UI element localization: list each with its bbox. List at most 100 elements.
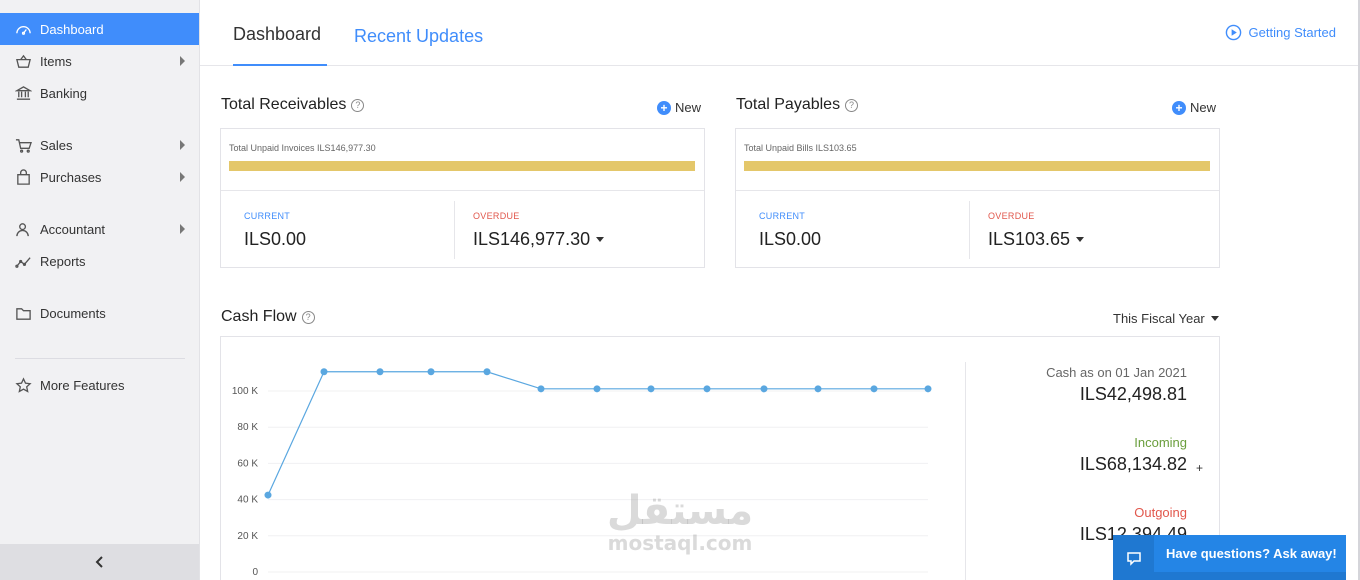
cashflow-data-point[interactable]	[593, 385, 601, 393]
chevron-right-icon	[180, 140, 185, 150]
cash-as-on-label: Cash as on 01 Jan 2021	[1046, 365, 1187, 380]
star-icon	[14, 376, 32, 394]
new-label: New	[1190, 100, 1217, 115]
help-icon[interactable]: ?	[301, 310, 315, 324]
y-tick-label: 80 K	[237, 422, 258, 433]
y-tick-label: 40 K	[237, 495, 258, 506]
bag-icon	[14, 168, 32, 186]
getting-started-link[interactable]: Getting Started	[1225, 24, 1336, 41]
current-amount-text: ILS0.00	[244, 229, 307, 249]
sidebar-item-items[interactable]: Items	[0, 45, 199, 77]
folder-icon	[14, 304, 32, 322]
sidebar-item-banking[interactable]: Banking	[0, 77, 199, 109]
cashflow-data-point[interactable]	[703, 385, 711, 393]
cashflow-data-point[interactable]	[483, 368, 491, 376]
payables-card: Total Unpaid Bills ILS103.65 CURRENT ILS…	[735, 128, 1220, 268]
incoming-label: Incoming	[1134, 435, 1187, 450]
dashboard-icon	[14, 20, 32, 38]
period-dropdown[interactable]: This Fiscal Year	[1113, 311, 1219, 326]
receivables-title: Total Receivables ?	[221, 96, 365, 114]
sidebar-collapse-button[interactable]	[0, 544, 199, 580]
chevron-right-icon	[180, 172, 185, 182]
new-bill-button[interactable]: + New	[1172, 100, 1216, 115]
watermark-logo: مستقل mostaql.com	[600, 490, 760, 554]
period-label: This Fiscal Year	[1113, 311, 1205, 326]
cashflow-chart: 0 20 K 40 K 60 K 80 K 100 K	[232, 368, 932, 578]
sidebar-item-label: Items	[40, 53, 72, 69]
overdue-amount-text: ILS146,977.30	[473, 229, 591, 249]
receivables-card: Total Unpaid Invoices ILS146,977.30 CURR…	[220, 128, 705, 268]
card-vertical-divider	[969, 201, 970, 259]
user-icon	[14, 220, 32, 238]
overdue-amount[interactable]: ILS103.65	[988, 229, 1085, 250]
cashflow-title: Cash Flow ?	[221, 308, 315, 326]
tab-recent-updates[interactable]: Recent Updates	[354, 26, 484, 46]
watermark-arabic: مستقل	[606, 488, 754, 534]
sidebar-item-sales[interactable]: Sales	[0, 129, 199, 161]
help-icon[interactable]: ?	[351, 98, 365, 112]
current-label: CURRENT	[244, 211, 291, 221]
sidebar-item-label: Dashboard	[40, 21, 104, 37]
sidebar: Dashboard Items Banking Sales Purchases …	[0, 0, 200, 580]
sidebar-item-label: Documents	[40, 305, 106, 321]
cash-as-on-value: ILS42,498.81	[1079, 384, 1187, 404]
cashflow-title-text: Cash Flow	[221, 308, 297, 325]
cashflow-data-point[interactable]	[264, 491, 272, 499]
caret-down-icon	[1210, 316, 1219, 321]
sidebar-item-accountant[interactable]: Accountant	[0, 213, 199, 245]
cashflow-data-point[interactable]	[537, 385, 545, 393]
tab-dashboard[interactable]: Dashboard	[233, 24, 327, 66]
cashflow-data-point[interactable]	[376, 368, 384, 376]
cashflow-divider	[965, 362, 966, 580]
sidebar-divider	[15, 358, 185, 359]
payables-title: Total Payables ?	[736, 96, 859, 114]
play-circle-icon	[1225, 24, 1241, 41]
overdue-label: OVERDUE	[988, 211, 1035, 221]
new-label: New	[675, 100, 702, 115]
sidebar-item-documents[interactable]: Documents	[0, 297, 199, 329]
trend-icon	[14, 252, 32, 270]
sidebar-item-label: Accountant	[40, 221, 106, 237]
chat-widget-button[interactable]: Have questions? Ask away!	[1113, 535, 1346, 580]
chat-label: Have questions? Ask away!	[1154, 535, 1346, 572]
incoming-plus-sign: +	[1196, 461, 1204, 475]
cashflow-data-point[interactable]	[427, 368, 435, 376]
sidebar-item-more-features[interactable]: More Features	[0, 369, 199, 401]
y-tick-label: 100 K	[232, 386, 258, 397]
payables-title-text: Total Payables	[736, 96, 841, 113]
unpaid-bills-label: Total Unpaid Bills ILS103.65	[744, 143, 857, 153]
y-tick-label: 60 K	[237, 458, 258, 469]
watermark-latin: mostaql.com	[607, 531, 753, 555]
overdue-amount-text: ILS103.65	[988, 229, 1071, 249]
chevron-left-icon	[95, 556, 103, 568]
current-label: CURRENT	[759, 211, 806, 221]
help-icon[interactable]: ?	[845, 98, 859, 112]
overdue-amount[interactable]: ILS146,977.30	[473, 229, 605, 250]
bank-icon	[14, 84, 32, 102]
plus-circle-icon: +	[657, 100, 671, 115]
current-amount: ILS0.00	[759, 229, 821, 250]
cashflow-data-point[interactable]	[320, 368, 328, 376]
cashflow-data-point[interactable]	[924, 385, 932, 393]
cashflow-data-point[interactable]	[647, 385, 655, 393]
card-divider	[221, 190, 704, 191]
card-divider	[736, 190, 1219, 191]
sidebar-item-dashboard[interactable]: Dashboard	[0, 13, 199, 45]
sidebar-item-reports[interactable]: Reports	[0, 245, 199, 277]
cashflow-card	[220, 336, 1220, 580]
outgoing-label: Outgoing	[1134, 505, 1187, 520]
chevron-right-icon	[180, 56, 185, 66]
cashflow-data-point[interactable]	[760, 385, 768, 393]
y-tick-label: 20 K	[237, 531, 258, 542]
cashflow-data-point[interactable]	[814, 385, 822, 393]
caret-down-icon	[1076, 237, 1085, 242]
new-invoice-button[interactable]: + New	[657, 100, 701, 115]
cashflow-data-point[interactable]	[870, 385, 878, 393]
sidebar-item-purchases[interactable]: Purchases	[0, 161, 199, 193]
caret-down-icon	[596, 237, 605, 242]
y-tick-label: 0	[252, 567, 258, 578]
incoming-value: ILS68,134.82	[1079, 454, 1187, 474]
top-tabs-bar: Dashboard Recent Updates Getting Started	[200, 0, 1358, 66]
chevron-right-icon	[180, 224, 185, 234]
